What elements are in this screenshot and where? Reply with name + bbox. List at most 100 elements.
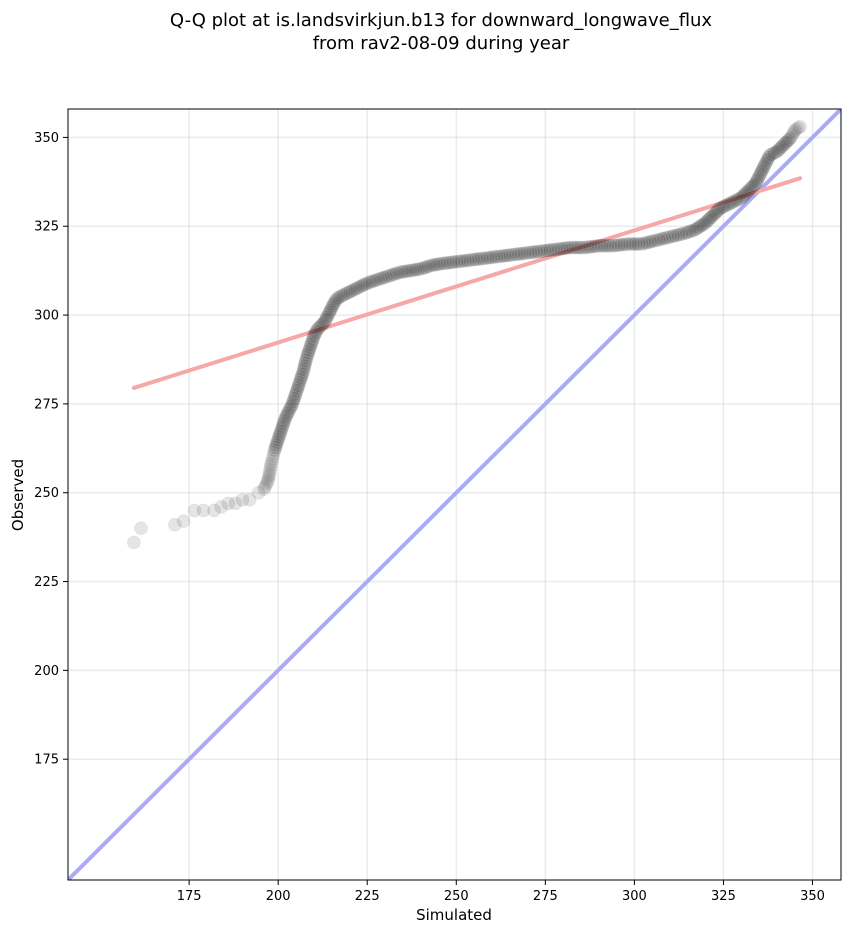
y-tick-label: 325 — [34, 220, 59, 235]
data-point — [623, 237, 638, 251]
data-point — [737, 187, 752, 202]
data-point — [287, 391, 302, 406]
data-point — [551, 242, 566, 256]
data-point — [455, 254, 469, 268]
data-point — [290, 381, 305, 395]
data-point — [275, 419, 290, 434]
data-point — [306, 329, 321, 344]
data-point — [761, 150, 776, 165]
data-point — [750, 171, 765, 186]
data-point — [489, 249, 504, 264]
data-point — [529, 244, 543, 259]
data-point — [303, 340, 318, 354]
data-point — [379, 269, 393, 284]
data-point — [637, 236, 652, 251]
data-point — [631, 237, 646, 251]
data-point — [397, 264, 412, 279]
data-point — [276, 416, 291, 431]
data-point — [259, 477, 274, 492]
data-point — [294, 370, 309, 385]
data-point — [785, 128, 800, 142]
data-point — [336, 288, 351, 302]
data-point — [273, 424, 288, 439]
data-point — [532, 244, 546, 259]
data-point — [520, 245, 535, 260]
data-point — [724, 195, 739, 210]
data-point — [127, 535, 141, 550]
data-point — [503, 248, 518, 262]
data-point — [569, 240, 583, 255]
data-point — [263, 462, 278, 477]
data-point — [486, 250, 501, 265]
data-point — [475, 251, 489, 266]
data-point — [483, 250, 498, 265]
data-point — [775, 139, 790, 154]
data-point — [196, 503, 211, 518]
data-point — [360, 276, 375, 290]
x-tick-label: 350 — [800, 889, 825, 904]
data-point — [285, 396, 300, 411]
data-point — [457, 253, 472, 268]
x-tick-label: 325 — [711, 889, 736, 904]
data-point — [288, 389, 302, 403]
data-point — [754, 164, 769, 179]
data-point — [443, 255, 458, 270]
chart-title-line-1: Q-Q plot at is.landsvirkjun.b13 for down… — [170, 10, 713, 31]
data-point — [782, 132, 797, 147]
data-point — [261, 472, 275, 487]
data-point — [628, 237, 643, 251]
data-point — [304, 337, 319, 352]
data-point — [324, 301, 339, 315]
data-point — [167, 517, 182, 532]
data-point — [291, 378, 306, 393]
data-point — [707, 206, 722, 221]
data-point — [365, 274, 380, 289]
data-point — [777, 137, 791, 152]
data-point — [408, 262, 423, 277]
data-point — [265, 451, 280, 466]
data-point — [269, 437, 284, 452]
data-point — [517, 246, 532, 261]
data-point — [446, 255, 461, 270]
data-point — [500, 248, 515, 263]
data-point — [591, 238, 606, 253]
data-point — [411, 262, 425, 277]
y-tick-label: 225 — [34, 575, 59, 590]
data-point — [739, 185, 754, 200]
data-point — [295, 367, 310, 382]
data-point — [786, 125, 801, 140]
data-point — [299, 350, 314, 365]
data-point — [534, 244, 549, 259]
data-point — [741, 183, 756, 198]
data-point — [325, 298, 340, 313]
data-point — [566, 240, 581, 255]
data-point — [651, 232, 666, 247]
data-point — [778, 135, 793, 150]
y-tick-label: 175 — [34, 753, 59, 768]
data-point — [617, 237, 632, 252]
data-point — [492, 249, 506, 264]
data-point — [387, 267, 401, 282]
data-point — [643, 234, 657, 249]
data-point — [780, 134, 795, 148]
data-point — [717, 199, 732, 214]
data-point — [715, 200, 730, 215]
data-point — [289, 386, 303, 401]
y-tick-label: 275 — [34, 397, 59, 412]
data-point — [749, 174, 764, 189]
data-point — [736, 189, 750, 203]
data-point — [134, 521, 148, 536]
data-point — [760, 153, 775, 167]
data-point — [261, 470, 276, 485]
data-point — [469, 252, 484, 267]
identity-line — [68, 109, 841, 880]
y-tick-label: 200 — [34, 664, 59, 679]
data-point — [214, 500, 229, 514]
data-point — [668, 228, 683, 243]
data-point — [348, 282, 363, 296]
data-point — [384, 268, 399, 283]
data-point — [296, 365, 311, 379]
data-point — [704, 210, 718, 225]
data-point — [395, 265, 409, 279]
